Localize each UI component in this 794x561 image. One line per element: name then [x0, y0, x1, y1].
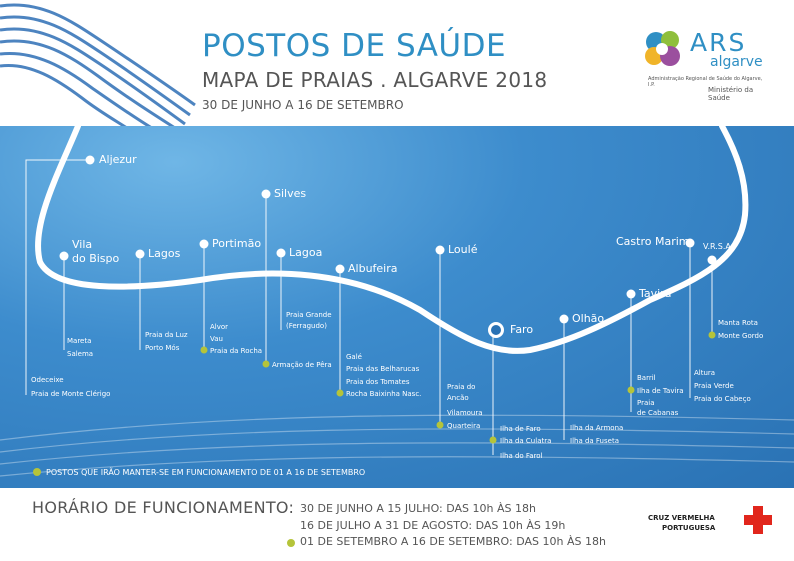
decorative-waves-top — [0, 3, 196, 130]
sept-dot-culatra — [489, 436, 497, 444]
sept-dot-rocha-baixinha — [336, 389, 344, 397]
town-tavira: Tavira — [639, 287, 672, 300]
town-olhao: Olhão — [572, 312, 605, 325]
cruz-vermelha-logo: CRUZ VERMELHA PORTUGUESA — [648, 506, 776, 536]
beach-praia-grande: Praia Grande — [286, 311, 332, 319]
hours-line-3: 01 DE SETEMBRO A 16 DE SETEMBRO: DAS 10h… — [300, 535, 606, 548]
ars-algarve-logo: ARS algarve Administração Regional de Sa… — [640, 26, 770, 102]
page-subtitle: MAPA DE PRAIAS . ALGARVE 2018 — [202, 68, 548, 92]
cruz-text-line2: PORTUGUESA — [662, 524, 716, 532]
beach-ilha-faro: Ilha de Faro — [500, 425, 541, 433]
ars-logo-icon — [645, 31, 680, 66]
town-lagos: Lagos — [148, 247, 181, 260]
town-aljezur: Aljezur — [99, 153, 137, 166]
beach-quarteira: Quarteira — [447, 422, 481, 430]
beach-vau: Vau — [210, 335, 223, 343]
beach-praia-do: Praia do — [447, 383, 476, 391]
beach-praia-cabanas-1: Praia — [637, 399, 655, 407]
beach-rocha-baixinha: Rocha Baixinha Nasc. — [346, 390, 422, 398]
node-silves — [261, 189, 271, 199]
logo-ministry: Ministério da Saúde — [708, 86, 754, 102]
node-aljezur — [85, 155, 95, 165]
beach-praia-luz: Praia da Luz — [145, 331, 188, 339]
legend-september: POSTOS QUE IRÃO MANTER-SE EM FUNCIONAMEN… — [46, 468, 366, 477]
beach-alvor: Alvor — [210, 323, 229, 331]
beach-ilha-armona: Ilha da Armona — [570, 424, 624, 432]
coastline-map — [0, 126, 794, 477]
beach-ilha-tavira: Ilha de Tavira — [637, 387, 684, 395]
beach-odeceixe: Odeceixe — [31, 376, 64, 384]
logo-algarve-text: algarve — [710, 54, 763, 70]
beach-manta-rota: Manta Rota — [718, 319, 758, 327]
beach-ilha-culatra: Ilha da Culatra — [500, 437, 552, 445]
beach-monte-clerigo: Praia de Monte Clérigo — [31, 390, 111, 398]
node-albufeira — [335, 264, 345, 274]
hours-line-2: 16 DE JULHO A 31 DE AGOSTO: DAS 10h ÀS 1… — [300, 519, 566, 532]
beach-ilha-fuseta: Ilha da Fuseta — [570, 437, 619, 445]
node-lagoa — [276, 248, 286, 258]
beach-barril: Barril — [637, 374, 656, 382]
town-loule: Loulé — [448, 243, 478, 256]
town-silves: Silves — [274, 187, 307, 200]
logo-subtitle: Administração Regional de Saúde do Algar… — [648, 76, 763, 88]
node-tavira — [626, 289, 636, 299]
cruz-text-line1: CRUZ VERMELHA — [648, 514, 715, 522]
beach-tomates: Praia dos Tomates — [346, 378, 410, 386]
beach-altura: Altura — [694, 369, 716, 377]
beach-vilamoura: Vilamoura — [447, 409, 483, 417]
node-lagos — [135, 249, 145, 259]
sept-dot-rocha — [200, 346, 208, 354]
town-portimao: Portimão — [212, 237, 262, 250]
beach-praia-cabeco: Praia do Cabeço — [694, 395, 751, 403]
beach-gale: Galé — [346, 353, 362, 361]
sept-dot-quarteira — [436, 421, 444, 429]
beach-praia-rocha: Praia da Rocha — [210, 347, 263, 355]
town-vrsa: V.R.S.A. — [703, 242, 734, 251]
beach-armacao-pera: Armação de Pêra — [272, 361, 332, 369]
beach-praia-cabanas-2: de Cabanas — [637, 409, 679, 417]
page-title: POSTOS DE SAÚDE — [202, 28, 507, 64]
node-loule — [435, 245, 445, 255]
beach-ancao: Ancão — [447, 394, 469, 402]
node-castro-marim — [685, 238, 695, 248]
node-vrsa — [707, 255, 717, 265]
hours-title: HORÁRIO DE FUNCIONAMENTO: — [32, 498, 295, 517]
hours-line-1: 30 DE JUNHO A 15 JULHO: DAS 10h ÀS 18h — [300, 502, 536, 515]
town-albufeira: Albufeira — [348, 262, 398, 275]
node-vila-bispo — [59, 251, 69, 261]
beach-belharucas: Praia das Belharucas — [346, 365, 420, 373]
beach-monte-gordo: Monte Gordo — [718, 332, 764, 340]
legend-dot — [33, 468, 41, 476]
hours-line-3-dot — [287, 539, 295, 547]
beach-salema: Salema — [67, 350, 94, 358]
beach-praia-verde: Praia Verde — [694, 382, 734, 390]
node-olhao — [559, 314, 569, 324]
town-lagoa: Lagoa — [289, 246, 323, 259]
sept-dot-armacao — [262, 360, 270, 368]
red-cross-icon — [744, 506, 772, 534]
node-faro — [488, 322, 504, 338]
town-castro-marim: Castro Marim — [616, 235, 690, 248]
beach-porto-mos: Porto Mós — [145, 344, 180, 352]
beach-ferragudo: (Ferragudo) — [286, 322, 327, 330]
map-panel — [0, 126, 794, 488]
date-range: 30 DE JUNHO A 16 DE SETEMBRO — [202, 98, 404, 112]
beach-mareta: Mareta — [67, 337, 92, 345]
town-vila-bispo: Vila do Bispo — [72, 238, 120, 265]
beach-ilha-farol: Ilha do Farol — [500, 452, 543, 460]
sept-dot-monte-gordo — [708, 331, 716, 339]
coastline-path — [35, 126, 749, 354]
sept-dot-tavira — [627, 386, 635, 394]
node-portimao — [199, 239, 209, 249]
logo-ars-text: ARS — [690, 28, 747, 57]
town-faro: Faro — [510, 323, 534, 336]
